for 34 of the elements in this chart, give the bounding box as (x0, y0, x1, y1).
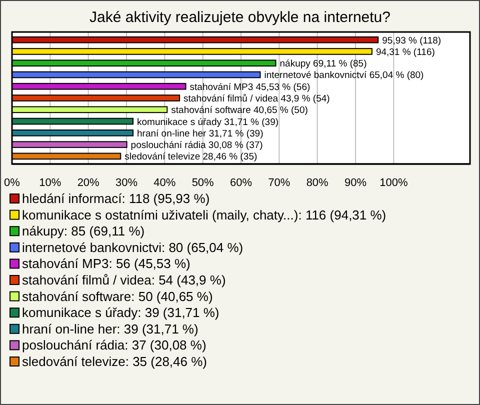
text: stahování MP3: 56 (45,53 %) (22, 256, 190, 272)
text: poslouchání rádia: 37 (30,08 %) (22, 338, 206, 353)
x-tick-label: 100% (380, 176, 408, 189)
data-label: stahování software 40,65 % (50) (171, 105, 308, 116)
x-tick-label: 20% (77, 176, 100, 189)
text: hraní on-line her: 39 (31,71 %) (22, 321, 198, 336)
text: sledování televize: 35 (28,46 %) (22, 354, 207, 369)
chart-title: Jaké aktivity realizujete obvykle na internetu? (90, 9, 390, 26)
x-tick-label: 70% (268, 176, 290, 189)
x-tick-label: 90% (344, 176, 367, 189)
data-label: stahování filmů / videa 43,9 % (54) (184, 94, 330, 104)
text: nákupy: 85 (69,11 %) (22, 224, 145, 239)
x-tick-label: 40% (154, 176, 176, 189)
data-label: stahování MP3 45,53 % (56) (190, 82, 310, 93)
data-label: internetové bankovnictví 65,04 % (80) (264, 70, 424, 82)
x-tick-label: 10% (39, 176, 62, 189)
x-tick-label: 50% (192, 176, 214, 189)
data-label: 95,93 % (118) (382, 35, 442, 46)
data-label: hraní on-line her 31,71 % (39) (137, 128, 264, 140)
data-label: poslouchání rádia 30,08 % (37) (130, 140, 263, 152)
x-tick-label: 80% (306, 176, 329, 189)
x-tick-label: 0% (4, 176, 20, 189)
text: komunikace s ostatními uživateli (maily, chaty...): 116 (94,31 %) (22, 207, 386, 222)
x-tick-label: 60% (230, 176, 252, 189)
text: stahování filmů / videa: 54 (43,9 %) (22, 272, 226, 288)
text: hledání informací: 118 (95,93 %) (22, 191, 210, 206)
data-label: sledování televize 28,46 % (35) (124, 152, 258, 163)
text: internetové bankovnictvi: 80 (65,04 %) (22, 240, 244, 255)
data-label: nákupy 69,11 % (85) (280, 58, 367, 70)
x-tick-label: 30% (115, 176, 138, 189)
text: komunikace s úřady: 39 (31,71 %) (22, 305, 220, 320)
text: stahování software: 50 (40,65 %) (22, 288, 213, 304)
data-label: 94,31 % (116) (376, 46, 435, 58)
data-label: komunikace s úřady 31,71 % (39) (137, 116, 279, 128)
